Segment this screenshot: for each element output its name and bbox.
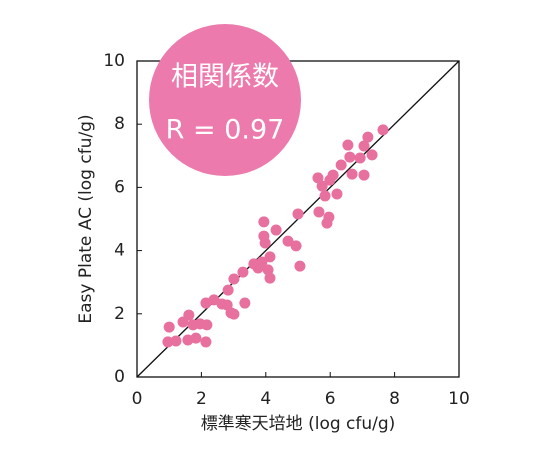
point <box>237 266 249 278</box>
point <box>294 260 306 272</box>
point <box>313 206 325 218</box>
x-tick-label: 2 <box>196 389 207 409</box>
point <box>222 284 234 296</box>
point <box>366 149 378 161</box>
point <box>321 217 333 229</box>
point <box>190 332 202 344</box>
point <box>258 216 270 228</box>
y-tick-label: 6 <box>114 177 125 197</box>
point <box>264 272 276 284</box>
x-tick-label: 10 <box>448 389 470 409</box>
point <box>256 256 268 268</box>
point <box>264 251 276 263</box>
x-tick-label: 0 <box>132 389 143 409</box>
annotation: R = 0.97 <box>166 115 285 146</box>
point <box>327 169 339 181</box>
x-tick-label: 8 <box>389 389 400 409</box>
point <box>258 230 270 242</box>
point <box>346 168 358 180</box>
annotation: 相関係数 <box>171 62 279 93</box>
point <box>262 264 274 276</box>
point <box>319 190 331 202</box>
point <box>282 235 294 247</box>
point <box>201 319 213 331</box>
point <box>163 321 175 333</box>
y-tick-label: 4 <box>114 241 125 261</box>
plot-frame <box>136 60 460 378</box>
point <box>362 131 374 143</box>
point <box>290 240 302 252</box>
point <box>344 151 356 163</box>
point <box>162 336 174 348</box>
point <box>342 139 354 151</box>
point <box>170 335 182 347</box>
point <box>377 124 389 136</box>
point <box>312 172 324 184</box>
point <box>228 273 240 285</box>
y-tick-label: 2 <box>114 304 125 324</box>
x-tick-label: 6 <box>325 389 336 409</box>
point <box>183 309 195 321</box>
point <box>335 159 347 171</box>
point <box>331 188 343 200</box>
y-tick-label: 10 <box>103 51 125 71</box>
x-axis-label: 標準寒天培地 (log cfu/g) <box>201 414 396 434</box>
point <box>316 180 328 192</box>
point <box>358 169 370 181</box>
point <box>200 336 212 348</box>
point <box>292 208 304 220</box>
point <box>239 297 251 309</box>
point <box>358 140 370 152</box>
x-tick-label: 4 <box>260 389 271 409</box>
point <box>270 224 282 236</box>
y-tick-label: 0 <box>114 367 125 387</box>
annotation-bubble <box>149 24 301 176</box>
point <box>228 308 240 320</box>
y-tick-label: 8 <box>114 114 125 134</box>
point <box>354 152 366 164</box>
y-axis-label: Easy Plate AC (log cfu/g) <box>76 114 96 323</box>
